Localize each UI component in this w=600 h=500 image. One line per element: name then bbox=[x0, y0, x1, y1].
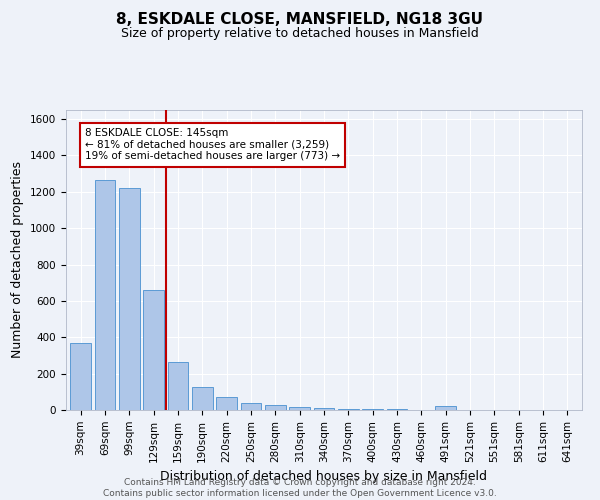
Bar bbox=[167, 362, 188, 410]
Text: Contains HM Land Registry data © Crown copyright and database right 2024.
Contai: Contains HM Land Registry data © Crown c… bbox=[103, 478, 497, 498]
Bar bbox=[265, 405, 286, 410]
Bar bbox=[386, 409, 407, 410]
X-axis label: Distribution of detached houses by size in Mansfield: Distribution of detached houses by size … bbox=[161, 470, 487, 483]
Bar bbox=[143, 290, 164, 410]
Bar bbox=[241, 404, 262, 410]
Bar bbox=[362, 408, 383, 410]
Bar bbox=[436, 406, 456, 410]
Bar bbox=[119, 188, 140, 410]
Bar bbox=[95, 180, 115, 410]
Y-axis label: Number of detached properties: Number of detached properties bbox=[11, 162, 25, 358]
Bar bbox=[314, 408, 334, 410]
Bar bbox=[70, 342, 91, 410]
Text: 8 ESKDALE CLOSE: 145sqm
← 81% of detached houses are smaller (3,259)
19% of semi: 8 ESKDALE CLOSE: 145sqm ← 81% of detache… bbox=[85, 128, 340, 162]
Bar bbox=[289, 408, 310, 410]
Text: Size of property relative to detached houses in Mansfield: Size of property relative to detached ho… bbox=[121, 28, 479, 40]
Text: 8, ESKDALE CLOSE, MANSFIELD, NG18 3GU: 8, ESKDALE CLOSE, MANSFIELD, NG18 3GU bbox=[116, 12, 484, 28]
Bar bbox=[338, 408, 359, 410]
Bar bbox=[216, 398, 237, 410]
Bar bbox=[192, 388, 212, 410]
